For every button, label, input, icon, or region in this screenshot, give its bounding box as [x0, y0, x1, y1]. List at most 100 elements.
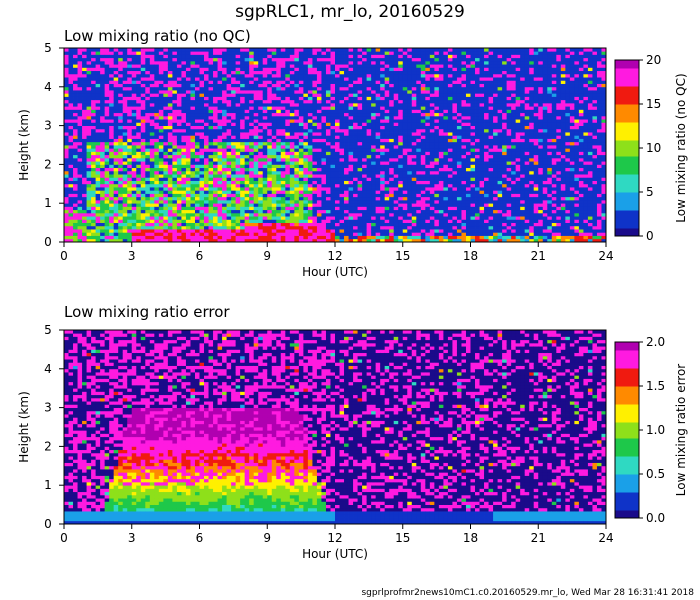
heatmap-cell [194, 222, 200, 227]
heatmap-cell [176, 86, 182, 91]
heatmap-cell [321, 212, 327, 217]
heatmap-cell [312, 177, 318, 181]
heatmap-cell [276, 157, 282, 162]
heatmap-cell [244, 90, 250, 94]
heatmap-cell [95, 109, 101, 114]
heatmap-cell [109, 212, 115, 217]
heatmap-cell [316, 125, 322, 130]
heatmap-cell [118, 51, 124, 55]
heatmap-cell [384, 125, 390, 130]
heatmap-cell [122, 145, 128, 149]
heatmap-cell [86, 148, 92, 152]
heatmap-cell [73, 170, 78, 175]
heatmap-cell [325, 190, 331, 194]
heatmap-cell [194, 232, 200, 236]
heatmap-cell [258, 161, 264, 165]
heatmap-cell [226, 219, 232, 223]
heatmap-cell [240, 148, 246, 152]
heatmap-cell [398, 222, 404, 227]
heatmap-cell [217, 209, 223, 214]
heatmap-cell [226, 199, 232, 204]
heatmap-cell [158, 141, 164, 146]
heatmap-cell [181, 54, 187, 59]
heatmap-cell [104, 167, 110, 172]
heatmap-cell [267, 212, 273, 217]
heatmap-cell [353, 187, 358, 191]
heatmap-cell [199, 157, 205, 162]
heatmap-cell [199, 235, 205, 240]
heatmap-cell [353, 60, 358, 65]
heatmap-cell [362, 112, 368, 117]
heatmap-cell [100, 70, 106, 75]
heatmap-cell [249, 229, 255, 233]
heatmap-cell [204, 51, 209, 55]
heatmap-cell [366, 164, 372, 169]
heatmap-cell [262, 145, 268, 149]
heatmap-cell [434, 154, 440, 159]
heatmap-cell [416, 99, 422, 104]
heatmap-cell [194, 83, 200, 88]
heatmap-cell [267, 199, 273, 204]
heatmap-cell [335, 151, 340, 156]
heatmap-cell [190, 154, 196, 159]
heatmap-cell [271, 80, 277, 84]
heatmap-cell [68, 170, 74, 175]
heatmap-cell [91, 206, 97, 211]
heatmap-cell [68, 222, 74, 227]
heatmap-cell [176, 161, 182, 165]
heatmap-cell [353, 99, 358, 104]
heatmap-cell [420, 73, 426, 78]
heatmap-cell [213, 229, 218, 233]
heatmap-cell [127, 138, 133, 143]
heatmap-cell [289, 193, 295, 198]
heatmap-cell [271, 170, 277, 175]
heatmap-cell [289, 106, 295, 110]
heatmap-cell [289, 90, 295, 94]
heatmap-cell [276, 67, 282, 72]
heatmap-cell [240, 141, 246, 146]
heatmap-cell [294, 170, 300, 175]
heatmap-cell [82, 64, 87, 68]
heatmap-cell [118, 183, 124, 188]
heatmap-cell [267, 177, 273, 181]
heatmap-cell [122, 154, 128, 159]
heatmap-cell [398, 151, 404, 156]
heatmap-cell [104, 222, 110, 227]
heatmap-cell [325, 154, 331, 159]
heatmap-cell [262, 164, 268, 169]
heatmap-cell [109, 132, 115, 136]
heatmap-cell [357, 112, 363, 117]
heatmap-cell [384, 196, 390, 201]
heatmap-cell [285, 102, 291, 107]
heatmap-cell [411, 148, 417, 152]
heatmap-cell [267, 60, 273, 65]
heatmap-cell [77, 203, 83, 207]
heatmap-cell [339, 225, 345, 230]
heatmap-cell [366, 229, 372, 233]
heatmap-cell [217, 235, 223, 240]
heatmap-cell [339, 196, 345, 201]
heatmap-cell [127, 80, 133, 84]
heatmap-cell [262, 64, 268, 68]
heatmap-cell [398, 96, 404, 101]
heatmap-cell [253, 151, 259, 156]
heatmap-cell [285, 67, 291, 72]
heatmap-cell [100, 83, 106, 88]
heatmap-cell [131, 106, 137, 110]
heatmap-cell [95, 193, 101, 198]
heatmap-cell [307, 212, 313, 217]
heatmap-cell [167, 99, 173, 104]
heatmap-cell [208, 141, 214, 146]
heatmap-cell [91, 64, 97, 68]
heatmap-cell [249, 157, 255, 162]
heatmap-cell [339, 154, 345, 159]
heatmap-cell [154, 190, 160, 194]
heatmap-cell [163, 67, 169, 72]
heatmap-cell [335, 99, 340, 104]
heatmap-cell [240, 73, 246, 78]
heatmap-cell [371, 151, 377, 156]
heatmap-cell [325, 48, 331, 52]
heatmap-cell [104, 86, 110, 91]
heatmap-cell [122, 102, 128, 107]
heatmap-cell [136, 109, 142, 114]
